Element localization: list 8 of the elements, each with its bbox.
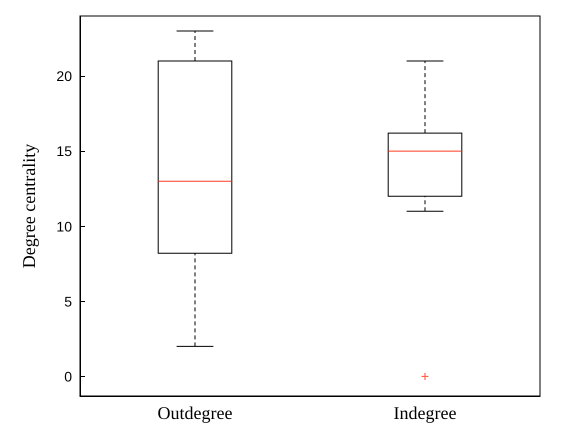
x-tick-label: Indegree [394,403,456,423]
x-tick-label: Outdegree [158,403,232,423]
y-tick-label: 0 [64,368,72,384]
y-tick-label: 10 [56,218,72,234]
y-tick-label: 20 [56,68,72,84]
y-axis-title: Degree centrality [19,144,39,268]
y-tick-label: 15 [56,143,72,160]
y-tick-label: 5 [64,293,72,310]
